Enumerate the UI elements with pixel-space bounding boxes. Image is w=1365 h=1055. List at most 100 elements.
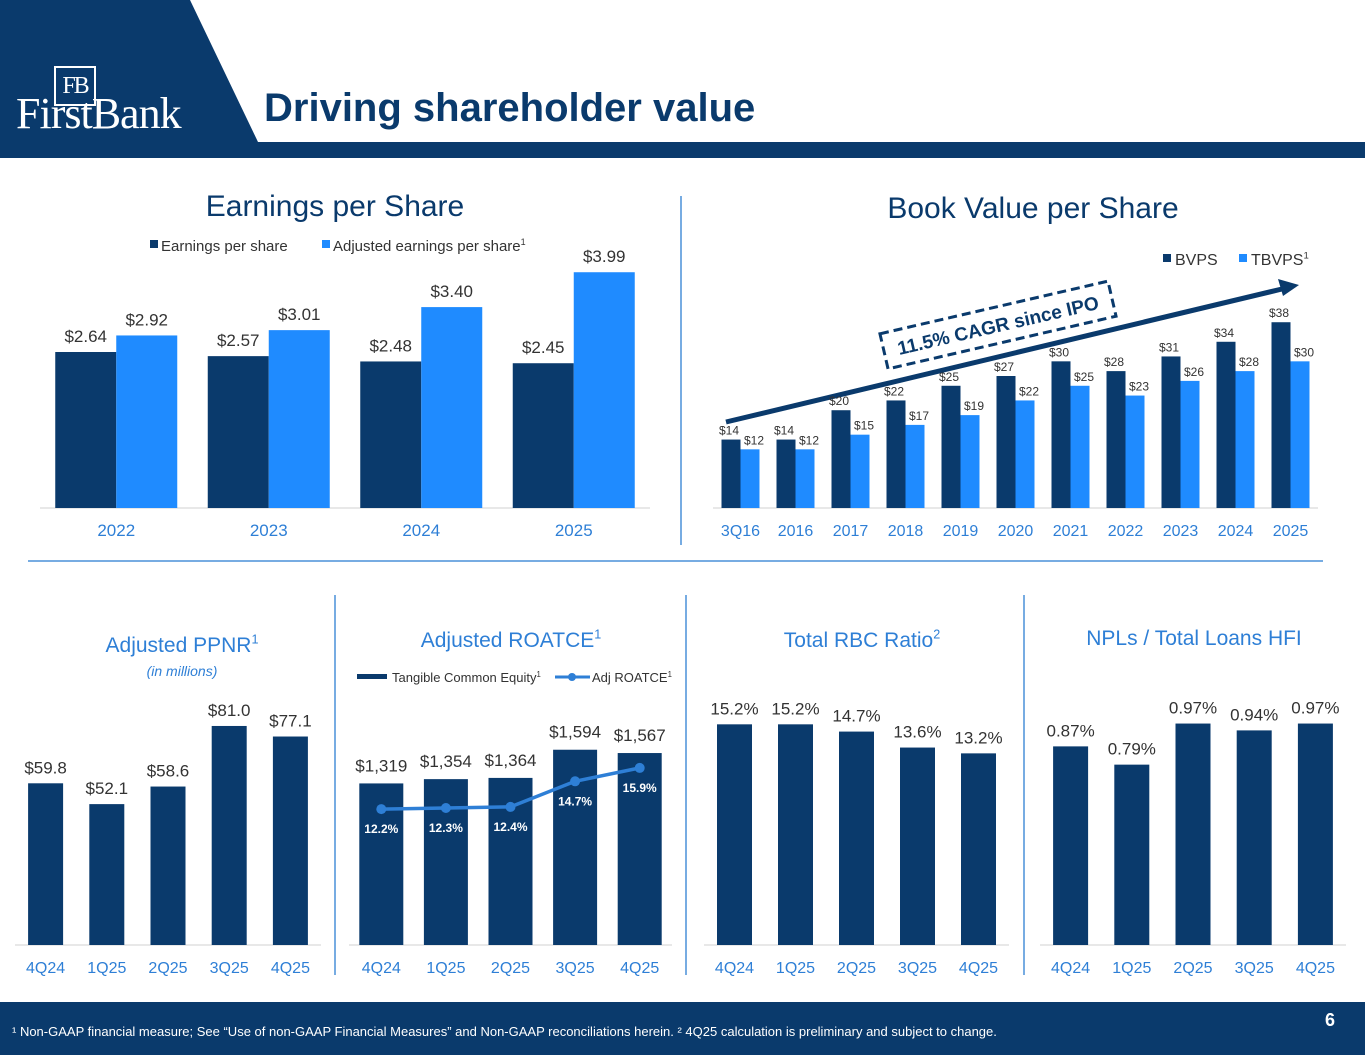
- roatce-data-label: $1,354: [420, 752, 472, 771]
- bvps-legend-label-bvps: BVPS: [1175, 252, 1218, 269]
- bvps-tick-label: 2025: [1273, 523, 1309, 540]
- bvps-bar-tbvps-2016: [795, 449, 815, 508]
- bvps-tick-label: 2017: [833, 523, 869, 540]
- ppnr-tick-label: 2Q25: [148, 960, 187, 977]
- eps-data-label: $2.64: [64, 327, 107, 346]
- bvps-data-label: $38: [1269, 306, 1289, 320]
- footnote: ¹ Non-GAAP financial measure; See “Use o…: [12, 1024, 997, 1039]
- charts-canvas: Earnings per Share Earnings per share Adju…: [15, 190, 1346, 977]
- ppnr-data-label: $81.0: [208, 701, 251, 720]
- eps-data-label: $2.45: [522, 338, 565, 357]
- roatce-tick-label: 3Q25: [556, 960, 595, 977]
- roatce-legend-swatch-tce: [357, 674, 387, 679]
- roatce-tick-label: 1Q25: [426, 960, 465, 977]
- roatce-title: Adjusted ROATCE1: [421, 628, 602, 652]
- npl-data-label: 0.87%: [1046, 721, 1094, 740]
- roatce-data-label: $1,567: [614, 726, 666, 745]
- ppnr-title: Adjusted PPNR1: [106, 633, 259, 657]
- bvps-bar-bvps-2019: [941, 385, 961, 508]
- header-band: [0, 0, 1365, 158]
- roatce-bar-4Q25: [617, 753, 662, 945]
- bvps-cagr-arrow-head: [1278, 279, 1299, 296]
- roatce-line-marker: [505, 801, 516, 812]
- eps-tick-label: 2023: [250, 521, 288, 540]
- roatce-line-label: 14.7%: [558, 794, 592, 808]
- eps-tick-label: 2022: [97, 521, 135, 540]
- ppnr-tick-label: 1Q25: [87, 960, 126, 977]
- bvps-legend-swatch-tbvps: [1239, 254, 1247, 262]
- ppnr-tick-label: 4Q24: [26, 960, 65, 977]
- npl-data-label: 0.97%: [1169, 699, 1217, 718]
- bvps-bar-bvps-2017: [831, 410, 851, 508]
- bvps-tick-label: 2021: [1053, 523, 1089, 540]
- bvps-data-label: $31: [1159, 340, 1179, 354]
- eps-legend-label-adj: Adjusted earnings per share1: [333, 237, 526, 255]
- logo-monogram: FB: [54, 66, 96, 106]
- npl-tick-label: 1Q25: [1112, 960, 1151, 977]
- roatce-line-label: 12.2%: [364, 822, 398, 836]
- roatce-line-marker: [440, 803, 451, 814]
- logo-wordmark: FirstBank: [16, 89, 182, 138]
- eps-data-label: $2.57: [217, 331, 260, 350]
- bvps-data-label: $26: [1184, 365, 1204, 379]
- bvps-bar-tbvps-2023: [1180, 380, 1200, 508]
- ppnr-bar-1Q25: [89, 804, 125, 945]
- eps-bar-adjusted-earnings-per-share-2024: [421, 307, 483, 508]
- eps-bar-earnings-per-share-2023: [207, 356, 269, 508]
- rbc-data-label: 15.2%: [771, 699, 819, 718]
- bvps-data-label: $30: [1294, 345, 1314, 359]
- roatce-data-label: $1,319: [355, 756, 407, 775]
- npl-tick-label: 2Q25: [1173, 960, 1212, 977]
- roatce-tick-label: 2Q25: [491, 960, 530, 977]
- page-number: 6: [1324, 1010, 1335, 1030]
- bvps-bar-bvps-2025: [1271, 322, 1291, 508]
- npl-data-label: 0.97%: [1291, 699, 1339, 718]
- bvps-bar-bvps-2020: [996, 376, 1016, 508]
- rbc-title: Total RBC Ratio2: [784, 628, 940, 652]
- rbc-bar-1Q25: [778, 724, 813, 945]
- bvps-data-label: $30: [1049, 345, 1069, 359]
- bvps-title: Book Value per Share: [887, 192, 1178, 225]
- ppnr-bar-4Q25: [272, 736, 308, 945]
- rbc-bar-3Q25: [900, 747, 935, 945]
- bvps-tick-label: 2018: [888, 523, 924, 540]
- rbc-tick-label: 3Q25: [898, 960, 937, 977]
- roatce-data-label: $1,594: [549, 723, 601, 742]
- rbc-data-label: 15.2%: [710, 699, 758, 718]
- footer: ¹ Non-GAAP financial measure; See “Use o…: [0, 1002, 1365, 1055]
- npl-data-label: 0.94%: [1230, 705, 1278, 724]
- npl-bar-4Q25: [1297, 723, 1333, 945]
- ppnr-tick-label: 3Q25: [210, 960, 249, 977]
- rbc-tick-label: 4Q25: [959, 960, 998, 977]
- npl-tick-label: 4Q25: [1296, 960, 1335, 977]
- bvps-bar-tbvps-2022: [1125, 395, 1145, 508]
- eps-data-label: $3.01: [278, 305, 321, 324]
- bvps-data-label: $23: [1129, 380, 1149, 394]
- bvps-cagr-arrow-line: [725, 286, 1283, 425]
- npl-data-label: 0.79%: [1108, 740, 1156, 759]
- bvps-bar-tbvps-2020: [1015, 400, 1035, 508]
- eps-bar-earnings-per-share-2025: [512, 363, 574, 508]
- bvps-bar-tbvps-2025: [1290, 361, 1310, 508]
- bvps-bar-tbvps-2019: [960, 415, 980, 508]
- bvps-data-label: $12: [799, 433, 819, 447]
- roatce-legend-marker: [568, 673, 576, 681]
- bvps-bar-tbvps-2018: [905, 424, 925, 508]
- rbc-bar-4Q24: [717, 724, 752, 945]
- bvps-data-label: $25: [1074, 370, 1094, 384]
- bvps-data-label: $12: [744, 433, 764, 447]
- ppnr-data-label: $52.1: [86, 779, 129, 798]
- npl-title: NPLs / Total Loans HFI: [1086, 627, 1302, 650]
- roatce-data-label: $1,364: [485, 751, 537, 770]
- page-title: Driving shareholder value: [264, 86, 756, 130]
- eps-legend-swatch-adj: [322, 240, 330, 248]
- bvps-tick-label: 3Q16: [721, 523, 760, 540]
- eps-data-label: $2.48: [369, 336, 412, 355]
- bvps-bar-bvps-2016: [776, 439, 796, 508]
- bvps-data-label: $28: [1104, 355, 1124, 369]
- bvps-bar-bvps-3Q16: [721, 439, 741, 508]
- roatce-line-label: 12.4%: [493, 820, 527, 834]
- eps-tick-label: 2025: [555, 521, 593, 540]
- bvps-data-label: $28: [1239, 355, 1259, 369]
- bvps-tick-label: 2022: [1108, 523, 1144, 540]
